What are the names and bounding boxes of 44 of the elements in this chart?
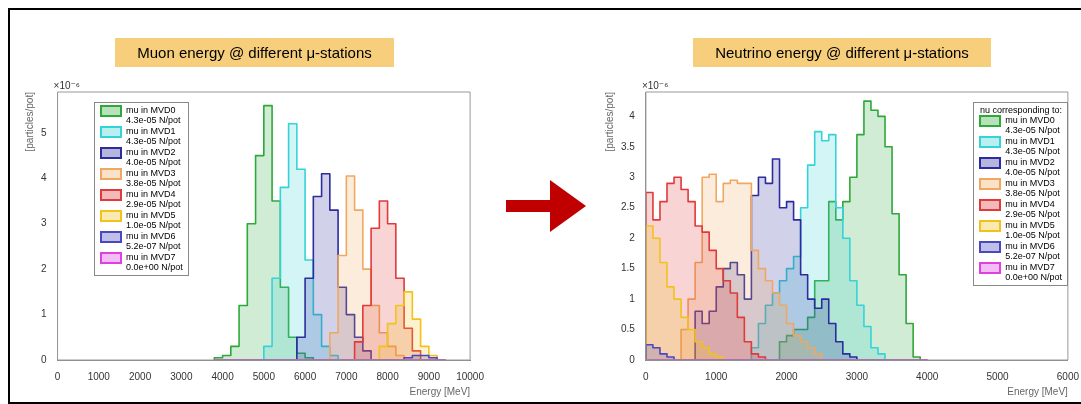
x-tick-label: 1000 <box>705 370 728 382</box>
x-tick-label: 6000 <box>293 370 317 382</box>
x-tick-label: 9000 <box>417 370 441 382</box>
y-tick-label: 3 <box>41 217 47 229</box>
x-axis-title: Energy [MeV] <box>1007 385 1069 397</box>
y-tick-label: 5 <box>41 126 47 138</box>
y-axis-title: [particles/pot] <box>603 91 615 152</box>
x-tick-label: 10000 <box>456 370 485 382</box>
legend-label: mu in MVD7 0.0e+00 N/pot <box>1005 262 1062 282</box>
x-tick-label: 2000 <box>128 370 152 382</box>
y-tick-label: 3 <box>629 171 636 183</box>
x-tick-label: 4000 <box>211 370 235 382</box>
x-axis-title: Energy [MeV] <box>409 385 471 397</box>
x-tick-label: 2000 <box>775 370 799 382</box>
chart-title: Muon energy @ different μ-stations <box>115 38 394 67</box>
text: ×10⁻⁶ <box>641 79 669 91</box>
y-tick-label: 2 <box>41 262 47 274</box>
chart-title: Neutrino energy @ different μ-stations <box>693 38 991 67</box>
y-tick-label: 1 <box>629 292 636 304</box>
x-tick-label: 6000 <box>1056 370 1080 382</box>
x-tick-label: 5000 <box>986 370 1010 382</box>
x-tick-label: 3000 <box>845 370 869 382</box>
y-tick-label: 3.5 <box>621 140 636 152</box>
legend-title: nu corresponding to: <box>979 105 1062 115</box>
x-tick-label: 4000 <box>916 370 939 382</box>
y-axis-title: [particles/pot] <box>23 91 35 152</box>
x-tick-label: 3000 <box>170 370 193 382</box>
y-tick-label: 4 <box>629 110 636 122</box>
x-tick-label: 5000 <box>252 370 276 382</box>
y-tick-label: 2 <box>629 231 636 243</box>
legend-label: mu in MVD7 0.0e+00 N/pot <box>126 252 183 272</box>
y-tick-label: 0 <box>629 353 636 365</box>
y-tick-label: 1 <box>41 308 47 320</box>
y-tick-label: 4 <box>41 172 47 184</box>
x-tick-label: 0 <box>54 370 61 382</box>
y-tick-label: 0 <box>41 353 47 365</box>
x-tick-label: 7000 <box>335 370 358 382</box>
y-tick-label: 2.5 <box>621 201 636 213</box>
y-tick-label: 0.5 <box>621 323 636 335</box>
x-tick-label: 8000 <box>376 370 400 382</box>
text: ×10⁻⁶ <box>53 79 80 91</box>
x-tick-label: 1000 <box>87 370 111 382</box>
x-tick-label: 0 <box>643 370 650 382</box>
y-tick-label: 1.5 <box>621 262 636 274</box>
